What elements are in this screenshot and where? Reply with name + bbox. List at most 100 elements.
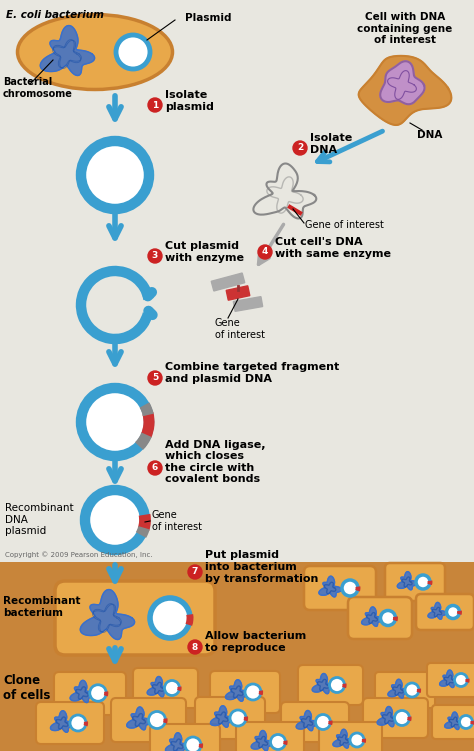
FancyBboxPatch shape [111, 698, 186, 742]
FancyBboxPatch shape [55, 581, 215, 655]
Circle shape [230, 710, 246, 726]
Text: Add DNA ligase,
which closes
the circle with
covalent bonds: Add DNA ligase, which closes the circle … [165, 439, 265, 484]
Circle shape [148, 461, 162, 475]
FancyBboxPatch shape [385, 563, 445, 601]
FancyBboxPatch shape [427, 663, 474, 697]
Text: 2: 2 [297, 143, 303, 152]
Polygon shape [397, 572, 417, 590]
Polygon shape [40, 26, 95, 76]
Polygon shape [312, 674, 334, 694]
Text: 7: 7 [192, 568, 198, 577]
Polygon shape [147, 677, 169, 697]
Text: 3: 3 [152, 252, 158, 261]
Text: 5: 5 [152, 373, 158, 382]
Polygon shape [359, 56, 451, 125]
Circle shape [329, 677, 345, 692]
Circle shape [394, 710, 410, 725]
Text: Cut plasmid
with enzyme: Cut plasmid with enzyme [165, 241, 244, 263]
Text: DNA: DNA [417, 130, 443, 140]
Text: Put plasmid
into bacterium
by transformation: Put plasmid into bacterium by transforma… [205, 550, 319, 584]
Circle shape [245, 684, 261, 700]
Circle shape [116, 35, 150, 69]
FancyBboxPatch shape [298, 665, 363, 705]
Circle shape [150, 598, 190, 638]
Polygon shape [388, 679, 409, 698]
FancyBboxPatch shape [304, 566, 376, 610]
Circle shape [185, 737, 201, 751]
Polygon shape [428, 602, 447, 620]
Polygon shape [333, 729, 354, 748]
Circle shape [148, 98, 162, 112]
Polygon shape [80, 590, 135, 640]
FancyBboxPatch shape [36, 702, 104, 744]
Text: Gene
of interest: Gene of interest [152, 510, 202, 532]
Circle shape [81, 388, 149, 456]
Polygon shape [251, 731, 273, 751]
Text: Cut cell's DNA
with same enzyme: Cut cell's DNA with same enzyme [275, 237, 391, 259]
Text: Bacterial
chromosome: Bacterial chromosome [3, 77, 73, 98]
Text: Gene of interest: Gene of interest [305, 220, 384, 230]
Text: Recombinant
DNA
plasmid: Recombinant DNA plasmid [5, 503, 73, 536]
FancyBboxPatch shape [363, 698, 428, 738]
Circle shape [188, 565, 202, 579]
Text: Combine targeted fragment
and plasmid DNA: Combine targeted fragment and plasmid DN… [165, 362, 339, 384]
Circle shape [342, 580, 358, 596]
Text: 6: 6 [152, 463, 158, 472]
Text: Copyright © 2009 Pearson Education, Inc.: Copyright © 2009 Pearson Education, Inc. [5, 552, 153, 558]
FancyBboxPatch shape [319, 722, 382, 751]
Circle shape [271, 734, 285, 749]
Text: Gene
of interest: Gene of interest [215, 318, 265, 339]
Polygon shape [362, 607, 383, 626]
Polygon shape [296, 710, 318, 731]
FancyBboxPatch shape [150, 724, 220, 751]
Circle shape [381, 611, 395, 626]
Circle shape [447, 605, 459, 619]
Text: Clone
of cells: Clone of cells [3, 674, 50, 702]
Polygon shape [70, 680, 94, 703]
Polygon shape [445, 712, 464, 729]
Circle shape [316, 714, 330, 729]
Circle shape [90, 685, 106, 701]
Polygon shape [233, 297, 263, 312]
Polygon shape [226, 286, 250, 300]
Text: Recombinant
bacterium: Recombinant bacterium [3, 596, 81, 618]
Circle shape [459, 716, 473, 728]
Text: Isolate
plasmid: Isolate plasmid [165, 90, 214, 112]
Text: 4: 4 [262, 248, 268, 257]
Polygon shape [211, 273, 245, 291]
Text: Plasmid: Plasmid [185, 13, 231, 23]
Text: Cell with DNA
containing gene
of interest: Cell with DNA containing gene of interes… [357, 12, 453, 45]
Text: 8: 8 [192, 643, 198, 652]
Circle shape [85, 490, 145, 550]
Circle shape [148, 249, 162, 263]
Ellipse shape [18, 14, 173, 89]
Polygon shape [226, 680, 249, 701]
Circle shape [293, 141, 307, 155]
FancyBboxPatch shape [54, 672, 126, 715]
Circle shape [148, 371, 162, 385]
Circle shape [81, 141, 149, 209]
Circle shape [350, 733, 364, 747]
Polygon shape [377, 707, 399, 727]
FancyBboxPatch shape [432, 705, 474, 739]
Text: Allow bacterium
to reproduce: Allow bacterium to reproduce [205, 631, 306, 653]
FancyBboxPatch shape [133, 668, 198, 708]
FancyBboxPatch shape [236, 722, 304, 751]
Polygon shape [210, 706, 234, 727]
Bar [0, 0, 474, 562]
Circle shape [188, 640, 202, 654]
Polygon shape [380, 61, 425, 104]
FancyBboxPatch shape [375, 672, 435, 708]
Bar [0, 562, 474, 751]
Circle shape [455, 674, 467, 686]
FancyBboxPatch shape [210, 671, 280, 713]
Circle shape [148, 711, 165, 728]
Circle shape [164, 680, 180, 695]
Circle shape [258, 245, 272, 259]
Circle shape [416, 575, 430, 589]
Text: Isolate
DNA: Isolate DNA [310, 133, 352, 155]
FancyBboxPatch shape [195, 697, 265, 739]
Polygon shape [439, 670, 459, 688]
Circle shape [405, 683, 419, 697]
Text: 1: 1 [152, 101, 158, 110]
